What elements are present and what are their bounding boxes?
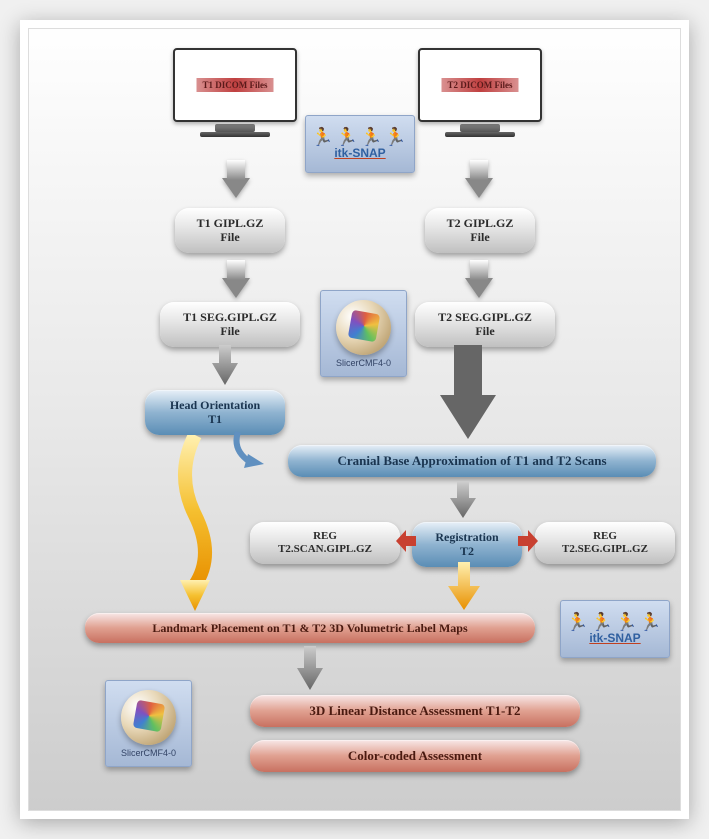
arrow-head-to-cranial-curve — [230, 430, 280, 470]
itksnap-icon: 🏃🏃🏃🏃 — [311, 128, 409, 146]
node-colorcoded: Color-coded Assessment — [250, 740, 580, 772]
node-reg-scan: REGT2.SCAN.GIPL.GZ — [250, 522, 400, 564]
arrow-t2seg-to-cranial — [438, 345, 498, 441]
arrow-t1seg-to-head — [210, 345, 240, 387]
itksnap-label-2: itk-SNAP — [589, 631, 640, 645]
arrow-t2gipl-to-seg — [465, 278, 493, 298]
node-reg-t2: RegistrationT2 — [412, 522, 522, 567]
t2-gipl-l1: T2 GIPL.GZ — [447, 216, 514, 230]
itksnap-icon-2: 🏃🏃🏃🏃 — [566, 613, 664, 631]
reg-scan-l1: REG — [313, 530, 337, 542]
reg-t2-l2: T2 — [460, 544, 474, 558]
t1-gipl-l1: T1 GIPL.GZ — [197, 216, 264, 230]
monitor-t1: T1 DICOM Files — [175, 50, 295, 135]
arrow-t1gipl-to-seg — [222, 278, 250, 298]
node-t1-seg: T1 SEG.GIPL.GZFile — [160, 302, 300, 347]
monitor-t2: T2 DICOM Files — [420, 50, 540, 135]
arrow-t1-to-gipl — [222, 178, 250, 198]
arrow-reg-left — [396, 530, 418, 552]
t2-gipl-l2: File — [470, 230, 489, 244]
app-slicer-bottom: SlicerCMF4-0 — [105, 680, 192, 767]
t2-seg-l2: File — [475, 324, 494, 338]
head-orient-l2: T1 — [208, 412, 222, 426]
slicer-sphere-icon — [336, 300, 391, 355]
arrow-landmark-to-distance — [295, 646, 325, 692]
node-reg-seg: REGT2.SEG.GIPL.GZ — [535, 522, 675, 564]
app-itksnap-top: 🏃🏃🏃🏃 itk-SNAP — [305, 115, 415, 173]
node-distance: 3D Linear Distance Assessment T1-T2 — [250, 695, 580, 727]
head-orient-l1: Head Orientation — [170, 398, 260, 412]
t2-seg-l1: T2 SEG.GIPL.GZ — [438, 310, 532, 324]
node-cranial-base: Cranial Base Approximation of T1 and T2 … — [288, 445, 656, 477]
node-landmark: Landmark Placement on T1 & T2 3D Volumet… — [85, 613, 535, 643]
reg-scan-l2: T2.SCAN.GIPL.GZ — [278, 543, 372, 555]
reg-t2-l1: Registration — [435, 530, 498, 544]
arrow-yellow-wavy — [160, 435, 230, 615]
monitor-t1-label: T1 DICOM Files — [197, 78, 274, 92]
app-slicer-center: SlicerCMF4-0 — [320, 290, 407, 377]
t1-seg-l2: File — [220, 324, 239, 338]
slicer-sphere-icon-2 — [121, 690, 176, 745]
arrow-cranial-to-reg — [448, 482, 478, 520]
node-t2-gipl: T2 GIPL.GZFile — [425, 208, 535, 253]
arrow-reg-right — [518, 530, 540, 552]
node-t1-gipl: T1 GIPL.GZFile — [175, 208, 285, 253]
reg-seg-l2: T2.SEG.GIPL.GZ — [562, 543, 648, 555]
monitor-t2-label: T2 DICOM Files — [442, 78, 519, 92]
colorcoded-label: Color-coded Assessment — [348, 748, 482, 764]
slicer-label: SlicerCMF4-0 — [336, 358, 391, 368]
cranial-label: Cranial Base Approximation of T1 and T2 … — [337, 453, 606, 469]
flowchart-canvas: T1 DICOM Files T2 DICOM Files 🏃🏃🏃🏃 itk-S… — [20, 20, 689, 819]
t1-gipl-l2: File — [220, 230, 239, 244]
landmark-label: Landmark Placement on T1 & T2 3D Volumet… — [152, 621, 467, 635]
node-t2-seg: T2 SEG.GIPL.GZFile — [415, 302, 555, 347]
t1-seg-l1: T1 SEG.GIPL.GZ — [183, 310, 277, 324]
arrow-yellow-down — [446, 562, 482, 612]
slicer-label-2: SlicerCMF4-0 — [121, 748, 176, 758]
distance-label: 3D Linear Distance Assessment T1-T2 — [309, 703, 520, 719]
node-head-orientation: Head OrientationT1 — [145, 390, 285, 435]
itksnap-label: itk-SNAP — [334, 146, 385, 160]
arrow-t2-to-gipl — [465, 178, 493, 198]
app-itksnap-right: 🏃🏃🏃🏃 itk-SNAP — [560, 600, 670, 658]
reg-seg-l1: REG — [593, 530, 617, 542]
